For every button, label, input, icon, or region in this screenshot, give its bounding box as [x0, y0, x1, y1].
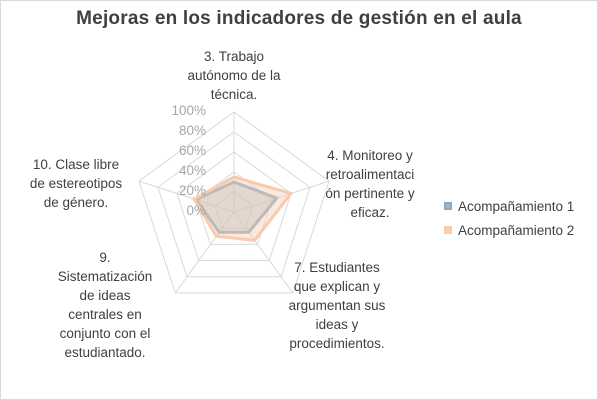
legend-label-series-1: Acompañamiento 1 [458, 198, 575, 214]
category-label-1: 3. Trabajo autónomo de la técnica. [164, 47, 304, 104]
category-label-line: eficaz. [350, 205, 390, 220]
grid-ring-1 [214, 191, 254, 229]
chart-title: Mejoras en los indicadores de gestión en… [76, 8, 522, 29]
category-label-line: estudiantado. [64, 345, 146, 360]
category-label-line: 10. Clase libre [32, 157, 120, 172]
tick-label-5: 100% [171, 103, 206, 118]
category-label-2: 4. Monitoreo y retroalimentaci ón pertinen… [315, 146, 425, 222]
grid-ring-4 [157, 131, 311, 278]
grid-ring-3 [176, 151, 292, 262]
category-label-line: 9. [99, 250, 111, 265]
category-label-line: 3. Trabajo [203, 49, 265, 64]
data-point-s2-1 [232, 175, 236, 179]
data-point-s1-3 [247, 230, 251, 234]
legend: Acompañamiento 1 Acompañamiento 2 [444, 194, 574, 242]
data-point-s2-3 [253, 238, 257, 242]
tick-label-2: 40% [178, 163, 206, 178]
data-point-s2-5 [192, 197, 196, 201]
category-label-line: ón pertinente y [325, 186, 415, 201]
series-area-1 [194, 180, 279, 234]
axis-spoke-5 [138, 180, 235, 213]
legend-swatch-series-2 [444, 226, 452, 234]
data-point-s1-4 [217, 230, 221, 234]
data-point-s1-2 [275, 196, 279, 200]
grid-ring-5 [138, 111, 330, 294]
category-label-5: 10. Clase libre de estereotipos de género. [6, 155, 146, 212]
data-point-s1-1 [232, 180, 236, 184]
category-label-line: centrales en [68, 307, 142, 322]
category-label-line: argumentan sus [288, 298, 386, 313]
legend-item-acompanamiento-2: Acompañamiento 2 [444, 218, 574, 242]
category-label-line: conjunto con el [59, 326, 151, 341]
legend-swatch-series-1 [444, 202, 452, 210]
series-area-2 [192, 175, 293, 242]
category-label-4: 9. Sistematización de ideas centrales en con… [40, 248, 170, 362]
category-label-line: de género. [43, 195, 109, 210]
category-label-line: de estereotipos [29, 176, 123, 191]
data-point-s2-4 [214, 234, 218, 238]
axis-spoke-3 [233, 211, 294, 294]
category-label-line: autónomo de la [187, 68, 281, 83]
category-label-line: procedimientos. [289, 336, 385, 351]
category-label-line: técnica. [210, 87, 258, 102]
axis-spoke-2 [233, 180, 330, 213]
tick-label-3: 60% [178, 143, 206, 158]
category-label-line: de ideas [79, 288, 131, 303]
category-label-line: Sistematización [57, 269, 153, 284]
category-label-line: ideas y [315, 317, 359, 332]
legend-label-series-2: Acompañamiento 2 [458, 222, 575, 238]
data-point-s2-2 [289, 191, 293, 195]
category-label-line: retroalimentaci [325, 167, 415, 182]
axis-spoke-4 [174, 211, 235, 294]
category-label-3: 7. Estudiantes que explican y argumentan s… [272, 258, 402, 353]
tick-label-0: 0% [186, 203, 206, 218]
legend-item-acompanamiento-1: Acompañamiento 1 [444, 194, 574, 218]
category-label-line: que explican y [293, 279, 381, 294]
category-label-line: 7. Estudiantes [294, 260, 380, 275]
category-label-line: 4. Monitoreo y [327, 148, 413, 163]
tick-label-4: 80% [178, 123, 206, 138]
tick-label-1: 20% [178, 183, 206, 198]
